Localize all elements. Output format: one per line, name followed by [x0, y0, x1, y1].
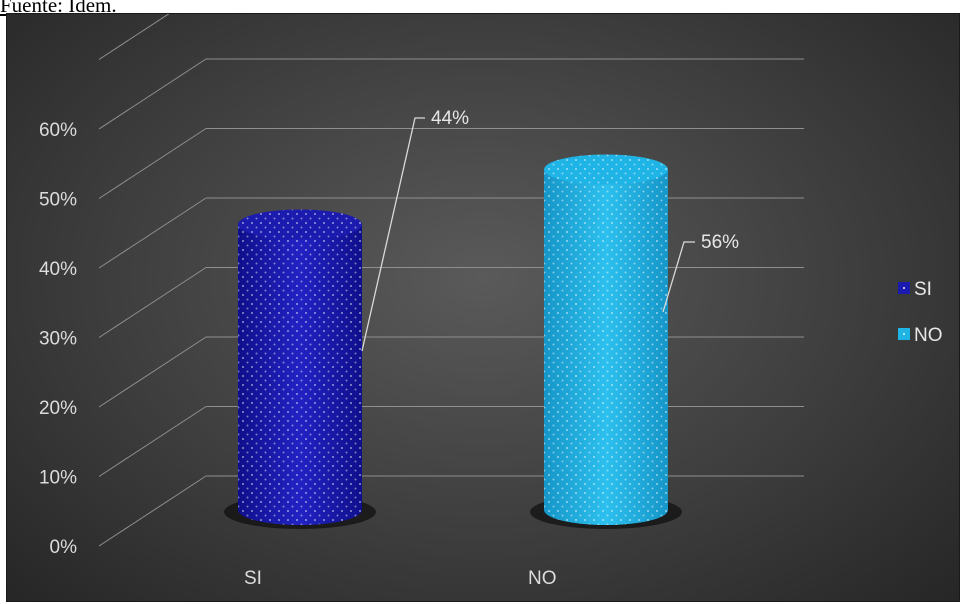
bar-top-texture	[238, 209, 362, 240]
y-tick-label: 50%	[39, 190, 77, 211]
legend-label: NO	[914, 325, 943, 346]
y-tick-label: 0%	[50, 537, 78, 558]
gridline-diagonal	[98, 197, 207, 269]
x-category-label: SI	[244, 568, 262, 589]
gridline-diagonal	[98, 128, 207, 199]
legend-swatch-dot	[903, 333, 905, 335]
data-label: 44%	[431, 108, 469, 129]
y-tick-label: 60%	[39, 120, 77, 141]
bar-si	[224, 209, 376, 529]
y-tick-label: 20%	[39, 398, 77, 419]
y-tick-label: 30%	[39, 329, 77, 350]
chart-area: 0% 10% 20% 30% 40% 50% 60% 44% 56% SI NO SI NO	[6, 13, 960, 602]
gridline-diagonal	[98, 267, 207, 338]
legend-label: SI	[914, 279, 932, 300]
source-caption: Fuente: Idem.	[0, 0, 117, 18]
bar-chart: 0% 10% 20% 30% 40% 50% 60% 44% 56% SI NO SI NO	[39, 14, 943, 589]
source-caption-rest: : Idem.	[57, 0, 117, 17]
data-label: 56%	[701, 232, 739, 253]
bar-top-texture	[544, 154, 668, 185]
source-caption-prefix: Fuente	[0, 0, 58, 17]
legend-swatch-dot	[903, 287, 905, 289]
gridline-diagonal	[98, 58, 207, 130]
gridline-diagonal	[98, 406, 207, 477]
gridline-diagonal	[98, 336, 207, 408]
bar-no	[530, 154, 682, 529]
data-label-leader	[662, 241, 695, 313]
gridline-diagonal	[98, 14, 170, 60]
bar-texture	[238, 224, 362, 526]
bar-texture	[544, 169, 668, 525]
x-category-label: NO	[528, 568, 557, 589]
gridline-diagonal	[98, 475, 207, 547]
data-label-leader	[361, 117, 425, 352]
y-tick-label: 40%	[39, 259, 77, 280]
y-tick-label: 10%	[39, 468, 77, 489]
